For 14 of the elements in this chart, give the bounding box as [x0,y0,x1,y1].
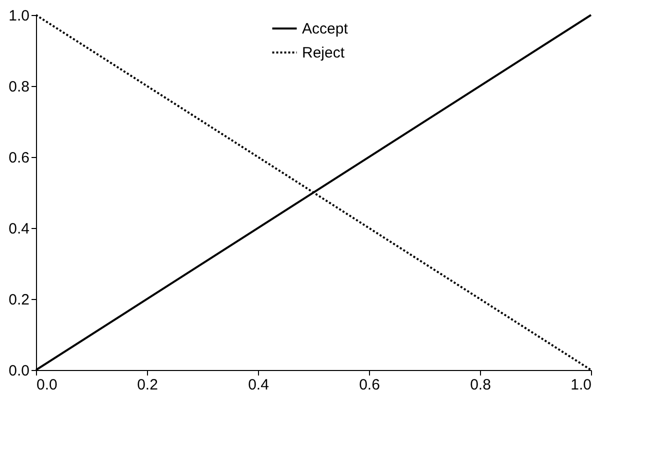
x-tick-label: 0.8 [470,376,491,394]
x-tick-label: 0.6 [359,376,380,394]
legend-label: Accept [302,20,349,38]
legend-label: Reject [302,44,346,62]
y-tick-label: 0.2 [8,292,30,308]
y-tick-label: 0.8 [8,78,30,96]
y-tick-label: 0.4 [8,220,30,238]
y-tick-label: 1.0 [8,8,30,24]
x-tick-label: 0.0 [36,376,58,394]
y-tick-label: 0.0 [8,362,30,380]
x-tick-label: 1.0 [570,376,592,394]
x-tick-label: 0.2 [137,376,158,394]
x-tick-label: 0.4 [248,376,269,394]
y-tick-label: 0.6 [8,150,30,166]
